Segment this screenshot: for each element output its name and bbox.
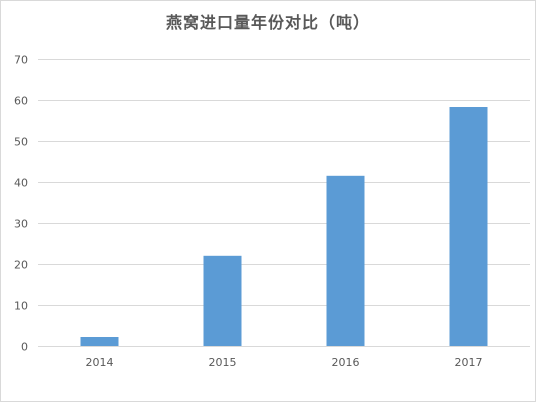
y-tick-label: 70 — [14, 54, 28, 67]
x-tick-label-2017: 2017 — [455, 356, 483, 369]
y-tick-label: 60 — [14, 95, 28, 108]
bars — [80, 107, 488, 346]
y-tick-label: 10 — [14, 300, 28, 313]
bar-2016 — [326, 175, 365, 346]
bar-2017 — [449, 107, 488, 346]
y-tick-label: 20 — [14, 259, 28, 272]
y-tick-label: 0 — [21, 341, 28, 354]
y-tick-label: 50 — [14, 136, 28, 149]
gridlines — [38, 59, 530, 347]
x-tick-label-2014: 2014 — [86, 356, 114, 369]
y-tick-label: 40 — [14, 177, 28, 190]
x-tick-label-2016: 2016 — [332, 356, 360, 369]
y-tick-label: 30 — [14, 218, 28, 231]
bar-2015 — [203, 255, 242, 346]
bar-2014 — [80, 337, 119, 346]
chart-title: 燕窝进口量年份对比（吨） — [165, 13, 370, 32]
y-axis-ticks: 0 10 20 30 40 50 60 70 — [14, 54, 28, 354]
x-tick-label-2015: 2015 — [209, 356, 237, 369]
x-axis-ticks: 2014 2015 2016 2017 — [86, 356, 483, 369]
